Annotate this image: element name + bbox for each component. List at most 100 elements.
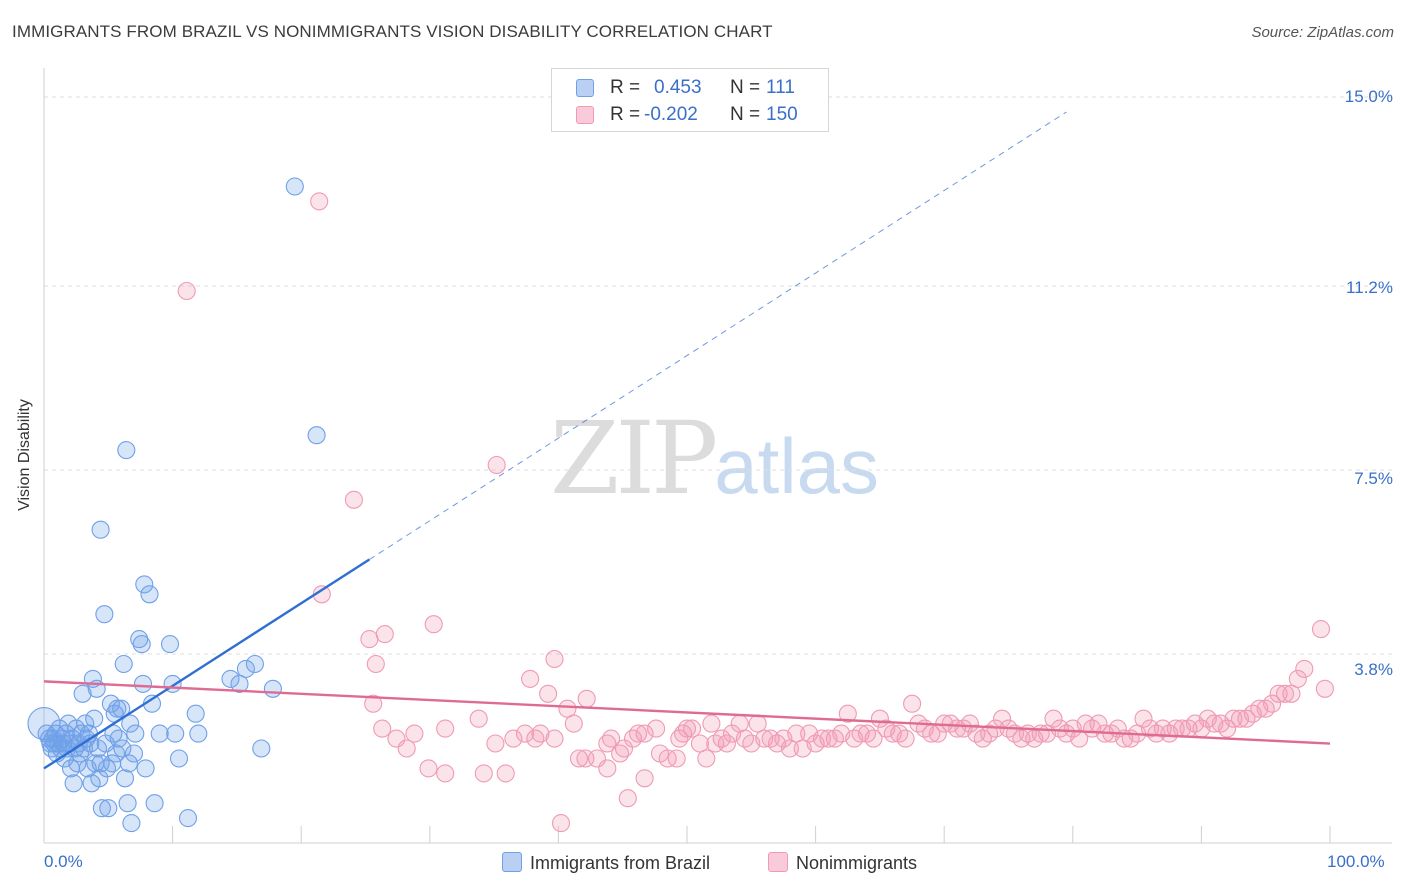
nonimmigrants-point-77	[864, 729, 883, 748]
immigrants-point-76	[169, 749, 189, 768]
nonimmigrants-point-11	[539, 684, 558, 703]
nonimmigrants-point-27	[526, 729, 545, 748]
nonimmigrants-point-1	[310, 192, 329, 211]
immigrants-point-29	[76, 714, 95, 733]
immigrants-point-60	[121, 714, 140, 733]
nonimmigrants-point-140	[1269, 684, 1288, 703]
series-immigrants-points	[27, 177, 326, 833]
watermark-atlas: atlas	[714, 422, 880, 510]
bottom-legend-label: Immigrants from Brazil	[530, 853, 711, 873]
nonimmigrants-point-133	[1224, 709, 1243, 728]
x-tick-label-0: 0.0%	[44, 852, 83, 871]
bottom-legend-immigrants: Immigrants from Brazil	[502, 852, 710, 874]
nonimmigrants-point-73	[838, 704, 857, 723]
nonimmigrants-point-41	[635, 769, 654, 788]
nonimmigrants-point-40	[635, 724, 654, 743]
immigrants-point-82	[236, 659, 255, 678]
immigrants-point-54	[112, 699, 131, 718]
nonimmigrants-point-28	[531, 724, 550, 743]
legend-row-nonimmigrants: R = -0.202 N = 150	[552, 102, 828, 128]
immigrants-point-57	[115, 769, 135, 788]
legend-n-value: 150	[766, 104, 798, 125]
nonimmigrants-point-47	[677, 719, 697, 738]
nonimmigrants-point-19	[387, 729, 406, 748]
nonimmigrants-point-141	[1275, 684, 1295, 703]
immigrants-point-63	[126, 724, 145, 743]
y-tick-label-7-5: 7.5%	[1354, 469, 1393, 488]
immigrants-point-56	[114, 654, 133, 674]
nonimmigrants-point-5	[424, 615, 443, 634]
nonimmigrants-point-53	[712, 729, 731, 748]
nonimmigrants-point-51	[702, 714, 721, 733]
nonimmigrants-point-21	[419, 759, 438, 778]
nonimmigrants-point-142	[1282, 684, 1301, 703]
nonimmigrants-point-13	[469, 709, 488, 728]
nonimmigrants-point-2	[487, 455, 506, 475]
legend-r-value: -0.202	[644, 104, 698, 125]
nonimmigrants-point-148	[611, 744, 630, 763]
nonimmigrants-point-139	[1263, 694, 1282, 713]
nonimmigrants-point-82	[896, 729, 915, 748]
nonimmigrants-point-15	[364, 694, 383, 713]
nonimmigrants-point-7	[375, 625, 394, 644]
nonimmigrants-point-30	[558, 699, 577, 718]
legend-n-label: N =	[730, 104, 761, 125]
source-credit: Source: ZipAtlas.com	[1251, 24, 1394, 41]
immigrants-point-78	[186, 704, 205, 723]
immigrants-point-67	[135, 575, 154, 594]
nonimmigrants-point-65	[787, 724, 806, 743]
nonimmigrants-point-23	[474, 764, 493, 783]
nonimmigrants-point-31	[564, 714, 583, 733]
legend-swatch-blue	[576, 79, 594, 97]
nonimmigrants-point-3	[344, 490, 363, 509]
nonimmigrants-point-146	[1315, 679, 1334, 698]
bottom-legend-swatch-pink	[768, 852, 788, 872]
nonimmigrants-point-143	[1288, 669, 1307, 688]
immigrants-point-59	[119, 754, 138, 773]
nonimmigrants-point-29	[545, 729, 564, 748]
nonimmigrants-trend-line	[43, 680, 1331, 745]
immigrants-point-61	[122, 814, 141, 833]
immigrants-point-75	[166, 724, 185, 743]
immigrants-point-43	[95, 605, 114, 624]
nonimmigrants-point-16	[373, 719, 392, 738]
nonimmigrants-point-64	[780, 739, 799, 758]
nonimmigrants-point-109	[1070, 729, 1089, 748]
immigrants-point-46	[99, 799, 118, 818]
nonimmigrants-point-18	[405, 724, 424, 743]
immigrants-point-40	[90, 769, 109, 788]
immigrants-point-20	[64, 774, 83, 793]
correlation-legend: R = 0.453 N = 111 R = -0.202 N = 150	[551, 68, 829, 132]
nonimmigrants-point-83	[903, 694, 922, 713]
nonimmigrants-point-12	[577, 689, 596, 708]
immigrants-point-large	[27, 707, 61, 741]
nonimmigrants-point-119	[1134, 709, 1153, 728]
immigrants-point-72	[150, 724, 169, 743]
nonimmigrants-point-144	[1295, 659, 1314, 678]
immigrants-point-36	[85, 709, 104, 728]
immigrants-point-66	[133, 674, 153, 693]
x-tick-label-100: 100.0%	[1327, 852, 1385, 871]
immigrants-point-64	[130, 630, 149, 649]
nonimmigrants-point-69	[812, 729, 832, 748]
nonimmigrants-point-105	[1044, 709, 1063, 728]
nonimmigrants-point-32	[569, 749, 589, 768]
nonimmigrants-point-26	[515, 724, 535, 743]
bottom-legend-swatch-blue	[502, 852, 522, 872]
nonimmigrants-point-48	[683, 719, 702, 738]
immigrants-point-86	[285, 177, 304, 196]
nonimmigrants-point-37	[618, 789, 637, 808]
nonimmigrants-point-150	[587, 749, 607, 768]
immigrants-point-65	[132, 635, 151, 654]
nonimmigrants-point-50	[697, 749, 716, 768]
trend-lines	[43, 111, 1331, 770]
nonimmigrants-point-38	[623, 729, 643, 748]
nonimmigrants-point-35	[602, 729, 621, 748]
nonimmigrants-point-39	[629, 724, 648, 743]
watermark-zip: ZIP	[550, 400, 718, 517]
legend-r-label: R =	[610, 77, 641, 98]
chart-title: IMMIGRANTS FROM BRAZIL VS NONIMMIGRANTS …	[12, 22, 773, 41]
nonimmigrants-point-56	[730, 714, 749, 733]
immigrants-point-84	[252, 739, 271, 758]
